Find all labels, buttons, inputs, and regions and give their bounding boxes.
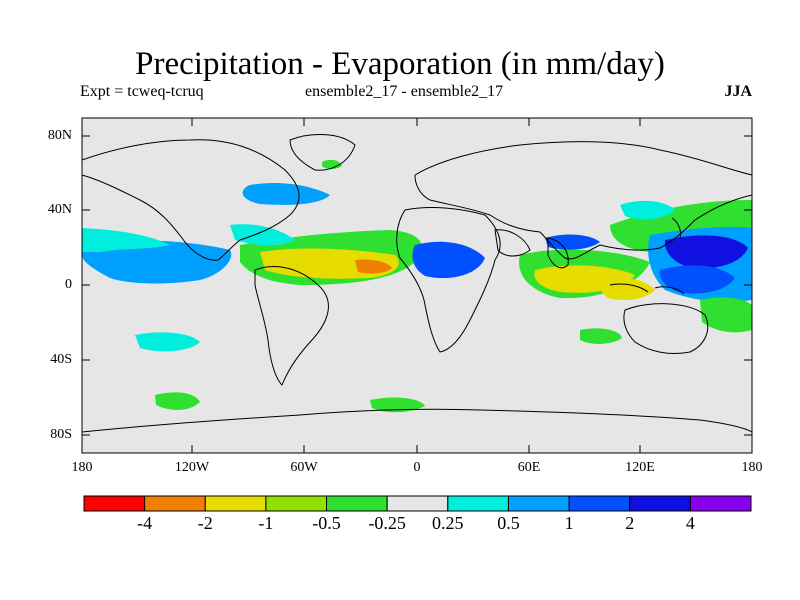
colorbar-label-9: 2 bbox=[625, 513, 635, 533]
lat-label-0: 0 bbox=[65, 277, 72, 292]
arabia-coast bbox=[494, 229, 531, 257]
lon-label-120w: 120W bbox=[174, 460, 210, 475]
west-pacific-darkblue bbox=[664, 235, 748, 269]
southern-ocean-green-2 bbox=[370, 397, 425, 413]
south-atlantic-cyan bbox=[135, 332, 200, 352]
colorbar-swatch-2 bbox=[144, 495, 206, 512]
europe-asia-coast bbox=[414, 141, 753, 260]
colorbar-swatch-6 bbox=[386, 495, 449, 512]
indonesia-coast bbox=[609, 283, 685, 295]
southern-ocean-green-1 bbox=[155, 392, 200, 410]
colorbar-label-8: 1 bbox=[564, 513, 574, 533]
colorbar-label-1: -4 bbox=[137, 513, 153, 533]
japan-coast bbox=[671, 217, 681, 239]
colorbar-swatch-5 bbox=[326, 495, 388, 512]
africa-blue bbox=[412, 241, 485, 279]
colorbar-swatch-10 bbox=[629, 495, 691, 512]
south-pacific-green bbox=[700, 297, 752, 333]
plot-title: Precipitation - Evaporation (in mm/day) bbox=[135, 46, 665, 82]
colorbar-swatch-7 bbox=[447, 495, 509, 512]
colorbar-label-7: 0.5 bbox=[497, 513, 520, 533]
maritime-continent-yellow bbox=[599, 277, 655, 300]
colorbar-swatch-8 bbox=[507, 495, 570, 512]
experiment-label: Expt = tcweq-tcruq bbox=[80, 83, 204, 100]
india-coast bbox=[547, 237, 569, 269]
africa-coast bbox=[396, 207, 501, 353]
atlantic-orange bbox=[355, 259, 392, 274]
gulf-cyan bbox=[230, 224, 295, 246]
lat-label-40n: 40N bbox=[47, 202, 72, 217]
lat-label-80n: 80N bbox=[47, 128, 72, 143]
coastlines bbox=[81, 134, 753, 433]
field-patches bbox=[82, 159, 752, 413]
lon-label-60e: 60E bbox=[517, 460, 541, 475]
tick-marks bbox=[82, 118, 752, 453]
south-america-coast bbox=[254, 266, 329, 386]
colorbar-label-10: 4 bbox=[685, 513, 695, 533]
bay-of-bengal-blue bbox=[545, 234, 600, 250]
east-pacific-cyan bbox=[82, 228, 170, 252]
greenland-green bbox=[322, 159, 342, 169]
lon-label-120e: 120E bbox=[625, 460, 655, 475]
north-atlantic-blue bbox=[242, 183, 330, 205]
colorbar-swatch-4 bbox=[265, 495, 328, 512]
colorbar-swatch-11 bbox=[689, 495, 752, 512]
greenland-coast bbox=[289, 134, 356, 171]
lat-label-40s: 40S bbox=[50, 352, 72, 367]
south-indian-green bbox=[580, 328, 622, 344]
antarctica-coast bbox=[81, 408, 753, 433]
lat-label-80s: 80S bbox=[50, 427, 72, 442]
east-asia-cyan bbox=[620, 200, 675, 220]
lon-label-60w: 60W bbox=[290, 460, 318, 475]
colorbar-label-4: -0.5 bbox=[312, 513, 341, 533]
colorbar-swatch-9 bbox=[568, 495, 631, 512]
lon-label-180e: 180 bbox=[741, 460, 763, 475]
colorbar-label-6: 0.25 bbox=[432, 513, 464, 533]
season-label: JJA bbox=[724, 83, 752, 100]
warm-pool-darkblue bbox=[659, 265, 735, 294]
ensemble-label: ensemble2_17 - ensemble2_17 bbox=[305, 83, 504, 100]
colorbar bbox=[83, 495, 752, 512]
colorbar-label-3: -1 bbox=[258, 513, 274, 533]
colorbar-label-2: -2 bbox=[197, 513, 213, 533]
lon-label-180w: 180 bbox=[71, 460, 93, 475]
lon-label-0: 0 bbox=[413, 460, 421, 475]
colorbar-swatch-1 bbox=[83, 495, 146, 512]
colorbar-label-5: -0.25 bbox=[368, 513, 406, 533]
colorbar-swatch-3 bbox=[204, 495, 267, 512]
australia-coast bbox=[623, 303, 709, 355]
north-america-coast bbox=[81, 139, 300, 261]
